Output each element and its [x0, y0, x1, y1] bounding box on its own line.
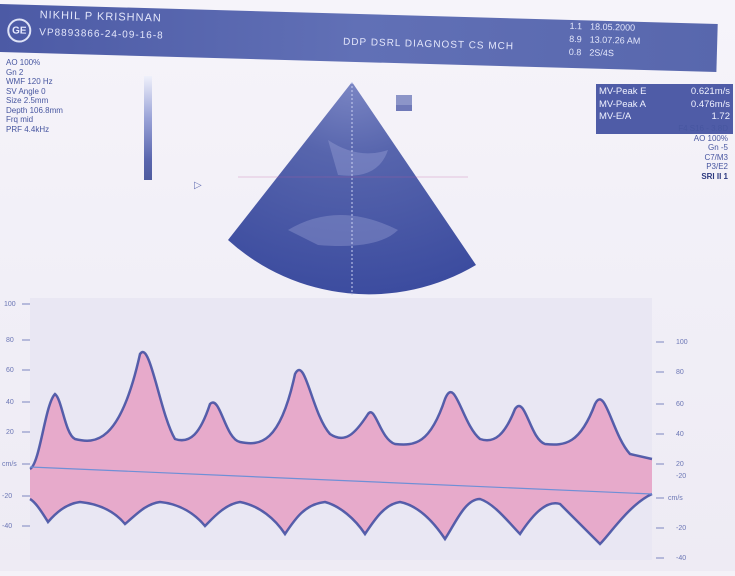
- right-scale-label: 100: [676, 339, 688, 346]
- spectral-envelope-upper: [29, 350, 653, 471]
- hospital-name: DDP DSRL DIAGNOST CS MCH: [342, 36, 515, 53]
- left-scale-label: 60: [6, 367, 14, 374]
- patient-name: NIKHIL P KRISHNAN: [39, 9, 162, 25]
- patient-id: VP8893866-24-09-16-8: [39, 27, 164, 42]
- left-scale-label: -20: [2, 493, 12, 500]
- ge-logo-icon: GE: [6, 18, 32, 43]
- right-scale-label: 60: [676, 401, 684, 408]
- scale-ticks: [22, 303, 664, 559]
- gray-scale-bar: [144, 76, 152, 180]
- sector-image: [228, 82, 476, 295]
- doppler-trace: 100 80 60 40 20 cm/s -20 -40 100 80 60 4…: [2, 298, 688, 562]
- left-scale-label: -40: [2, 523, 12, 530]
- measurement-box: MV-Peak E 0.621m/s MV-Peak A 0.476m/s MV-E…: [596, 84, 733, 134]
- right-scale-label: 40: [676, 431, 684, 438]
- right-parameters: F4 S16 - 3.8D AO 100% Gn -5 C7/M3 P3/E2 …: [618, 124, 728, 181]
- meas-row: MV-E/A 1.72: [599, 111, 730, 122]
- right-scale-label: -40: [676, 555, 686, 562]
- b-mode-sector: [228, 80, 476, 300]
- param: WMF 120 Hz: [6, 77, 53, 86]
- left-scale-label: cm/s: [2, 461, 17, 468]
- right-scale-label: -20: [676, 473, 686, 480]
- right-scale-label: -20: [676, 525, 686, 532]
- param: Gn -5: [707, 143, 728, 152]
- header-row-3: 0.8 2S/4S: [568, 46, 615, 59]
- param: C7/M3: [704, 152, 728, 162]
- param: F4 S16 - 3.8D: [678, 124, 728, 133]
- param: SRI II 1: [701, 171, 728, 181]
- right-scale-label: 80: [676, 369, 684, 376]
- param: SV Angle 0: [6, 86, 46, 96]
- param: Gn 2: [6, 67, 24, 77]
- left-scale-label: 80: [6, 337, 14, 344]
- spectral-envelope-pink: [30, 352, 652, 544]
- right-scale-label: 20: [676, 461, 684, 468]
- param: Frq mid: [6, 115, 34, 124]
- param: PRF 4.4kHz: [6, 124, 50, 134]
- baseline-line: [29, 466, 653, 495]
- doppler-spectrum: 100 80 60 40 20 cm/s -20 -40 100 80 60 4…: [0, 294, 735, 571]
- marker-arrow-icon: ▷: [194, 180, 202, 191]
- spectral-envelope-lower: [29, 492, 653, 546]
- param: Size 2.5mm: [6, 96, 49, 105]
- right-scale-label: cm/s: [668, 495, 683, 502]
- header-bar: GE NIKHIL P KRISHNAN VP8893866-24-09-16-…: [0, 4, 718, 73]
- meas-row: MV-Peak E 0.621m/s: [599, 86, 730, 97]
- param: P3/E2: [706, 162, 728, 171]
- param: AO 100%: [6, 58, 41, 67]
- left-parameters: AO 100% Gn 2 WMF 120 Hz SV Angle 0 Size …: [6, 58, 63, 134]
- header-info: 1.1 18.05.2000 8.9 13.07.26 AM 0.8 2S/4S: [569, 20, 641, 61]
- left-scale-label: 100: [4, 301, 16, 308]
- left-scale-label: 20: [6, 429, 14, 436]
- param: Depth 106.8mm: [6, 105, 63, 115]
- meas-row: MV-Peak A 0.476m/s: [599, 98, 730, 110]
- param: AO 100%: [693, 133, 728, 143]
- sector-scale-box: [396, 105, 412, 111]
- left-scale-label: 40: [6, 399, 14, 406]
